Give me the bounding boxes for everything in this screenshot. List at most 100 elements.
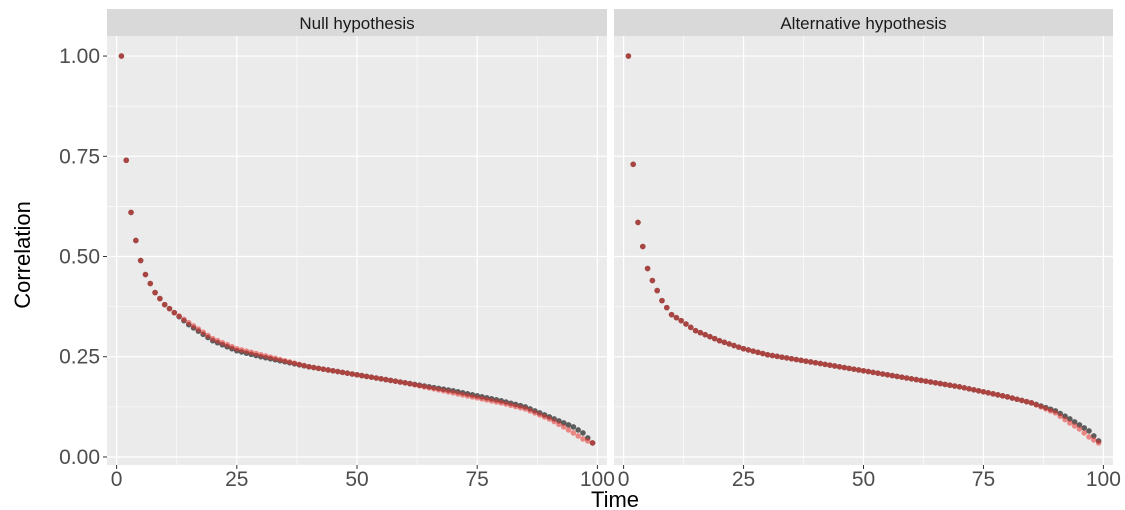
data-point bbox=[1062, 416, 1068, 423]
data-point bbox=[512, 403, 519, 410]
data-point bbox=[560, 420, 567, 426]
data-point bbox=[1071, 423, 1078, 429]
data-point bbox=[416, 383, 423, 389]
data-point bbox=[349, 371, 355, 377]
data-point bbox=[803, 358, 809, 364]
data-point bbox=[541, 414, 548, 420]
data-point bbox=[503, 401, 509, 407]
data-point bbox=[663, 304, 670, 311]
data-point bbox=[334, 368, 341, 375]
data-point bbox=[990, 391, 996, 397]
data-point bbox=[200, 329, 206, 336]
data-point bbox=[368, 374, 375, 380]
data-point bbox=[219, 339, 226, 346]
data-point bbox=[195, 326, 202, 332]
data-point bbox=[450, 390, 456, 396]
data-point bbox=[493, 399, 500, 405]
data-point bbox=[961, 385, 968, 391]
data-point bbox=[889, 372, 896, 379]
data-point bbox=[315, 365, 322, 372]
data-point bbox=[913, 376, 920, 383]
data-point bbox=[407, 381, 413, 387]
data-point bbox=[654, 287, 660, 294]
data-point bbox=[464, 393, 471, 399]
data-point bbox=[687, 324, 694, 331]
data-point bbox=[214, 337, 221, 344]
data-point bbox=[488, 398, 495, 404]
data-point bbox=[649, 277, 656, 284]
data-point bbox=[277, 356, 283, 363]
data-point bbox=[639, 243, 646, 250]
data-point bbox=[855, 367, 862, 373]
data-point bbox=[565, 422, 572, 428]
data-point bbox=[363, 373, 370, 380]
data-point bbox=[1033, 402, 1040, 408]
data-point bbox=[560, 424, 567, 430]
data-point bbox=[879, 371, 886, 377]
data-point bbox=[764, 351, 771, 358]
data-point bbox=[229, 343, 235, 350]
y-tick-label: 0.00 bbox=[59, 446, 100, 469]
data-point bbox=[325, 367, 331, 373]
data-point bbox=[431, 386, 437, 392]
data-point bbox=[392, 378, 399, 385]
data-point bbox=[793, 356, 800, 363]
series-2 bbox=[118, 53, 596, 446]
panel-1: Null hypothesis 0 25 50 75 100 0.00 0.25 0.50 0.7… bbox=[59, 9, 615, 491]
data-point bbox=[575, 433, 581, 439]
data-point bbox=[630, 161, 636, 168]
data-point bbox=[726, 341, 732, 347]
data-point bbox=[759, 350, 766, 357]
data-point bbox=[798, 357, 804, 364]
data-point bbox=[205, 332, 211, 339]
data-point bbox=[484, 397, 490, 403]
data-point bbox=[166, 305, 173, 312]
data-point bbox=[932, 380, 939, 386]
data-point bbox=[1081, 425, 1088, 431]
data-point bbox=[272, 355, 279, 362]
data-point bbox=[635, 219, 641, 226]
data-point bbox=[171, 309, 178, 316]
panel-strip bbox=[614, 9, 1113, 36]
data-point bbox=[927, 379, 934, 385]
data-point bbox=[971, 387, 977, 393]
panel-title: Null hypothesis bbox=[299, 14, 414, 33]
data-point bbox=[176, 313, 182, 319]
data-point bbox=[1023, 398, 1030, 405]
x-axis-title: Time bbox=[591, 487, 639, 510]
data-point bbox=[411, 382, 418, 388]
data-point bbox=[527, 408, 533, 414]
data-point bbox=[580, 436, 586, 442]
y-tick-label: 1.00 bbox=[59, 45, 100, 68]
data-point bbox=[445, 389, 452, 395]
data-point bbox=[157, 295, 163, 302]
data-point bbox=[870, 369, 876, 376]
data-point bbox=[1019, 397, 1025, 404]
y-tick-label: 0.25 bbox=[59, 346, 100, 369]
series-2 bbox=[625, 53, 1102, 446]
x-tick-label: 100 bbox=[1086, 468, 1121, 491]
data-point bbox=[937, 380, 944, 387]
data-point bbox=[426, 385, 432, 391]
data-point bbox=[402, 380, 408, 386]
panel-title: Alternative hypothesis bbox=[780, 14, 946, 33]
data-point bbox=[1076, 426, 1083, 432]
data-point bbox=[282, 357, 288, 364]
x-tick-label: 75 bbox=[972, 468, 995, 491]
data-point bbox=[827, 362, 833, 368]
data-point bbox=[1057, 413, 1064, 420]
data-point bbox=[668, 311, 675, 318]
data-point bbox=[234, 345, 240, 352]
data-point bbox=[831, 363, 838, 369]
data-point bbox=[884, 371, 891, 378]
data-point bbox=[137, 257, 144, 264]
data-point bbox=[1043, 406, 1049, 412]
data-point bbox=[846, 365, 852, 372]
data-point bbox=[1067, 420, 1073, 426]
data-point bbox=[899, 374, 905, 380]
data-point bbox=[128, 209, 134, 216]
data-point bbox=[301, 362, 307, 369]
data-point bbox=[1028, 400, 1035, 406]
data-point bbox=[123, 157, 130, 164]
data-point bbox=[875, 370, 881, 376]
